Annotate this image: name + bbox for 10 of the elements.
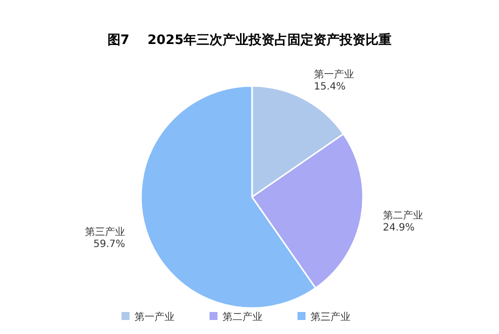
data-label: 24.9% (382, 222, 415, 234)
slice-label: 第一产业 (314, 68, 354, 80)
legend-label: 第二产业 (222, 311, 262, 323)
legend-label: 第一产业 (134, 311, 174, 323)
chart-title: 图7 2025年三次产业投资占固定资产投资比重 (107, 32, 392, 48)
slice-label: 第三产业 (85, 226, 126, 238)
slice-label: 第二产业 (382, 210, 423, 222)
legend-label: 第三产业 (310, 311, 350, 323)
data-label: 59.7% (93, 238, 126, 250)
data-label: 15.4% (314, 81, 346, 92)
